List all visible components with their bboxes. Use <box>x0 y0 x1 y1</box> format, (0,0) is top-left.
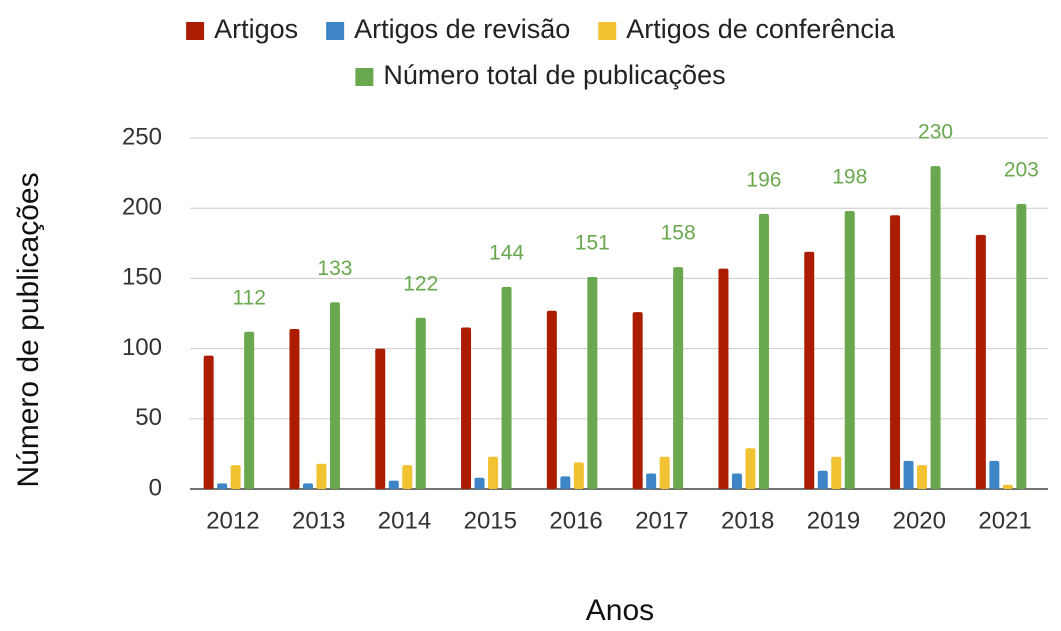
bar <box>587 276 598 489</box>
bar <box>890 215 901 489</box>
bar <box>560 476 571 489</box>
data-label: 112 <box>232 286 265 309</box>
legend-label: Artigos <box>214 14 298 44</box>
bar <box>329 302 340 489</box>
bar <box>745 448 756 489</box>
bar <box>375 348 386 489</box>
y-tick-label: 0 <box>149 474 162 501</box>
bar <box>758 213 769 490</box>
x-tick-label: 2018 <box>721 507 774 534</box>
bar <box>844 211 855 489</box>
bar <box>388 480 399 489</box>
bar <box>632 312 643 489</box>
bar <box>402 465 413 489</box>
bar <box>646 473 657 489</box>
data-label: 203 <box>1004 159 1039 182</box>
y-tick-label: 250 <box>122 123 162 150</box>
bar <box>474 477 485 489</box>
legend-label: Artigos de conferência <box>626 14 896 44</box>
data-label: 230 <box>918 121 953 144</box>
y-tick-label: 100 <box>122 334 162 361</box>
bar <box>573 462 584 489</box>
bar <box>718 268 729 489</box>
y-tick-label: 150 <box>122 264 162 291</box>
bar <box>930 166 941 489</box>
data-label: 144 <box>489 241 524 264</box>
x-tick-label: 2019 <box>807 507 860 534</box>
x-tick-label: 2012 <box>206 507 259 534</box>
x-tick-label: 2020 <box>893 507 946 534</box>
x-tick-label: 2015 <box>464 507 517 534</box>
bar <box>461 327 472 489</box>
bar <box>203 355 214 489</box>
y-tick-label: 50 <box>135 404 162 431</box>
y-axis-title: Número de publicações <box>12 172 45 487</box>
x-tick-label: 2014 <box>378 507 431 534</box>
data-label: 158 <box>661 222 696 245</box>
bar <box>1002 484 1013 489</box>
data-label: 196 <box>746 168 781 191</box>
bar <box>831 456 842 489</box>
legend-swatch <box>598 22 617 40</box>
bar <box>316 463 327 489</box>
bar <box>903 460 914 489</box>
y-tick-label: 200 <box>122 194 162 221</box>
bar <box>804 251 815 489</box>
legend-swatch <box>355 68 374 86</box>
data-label: 198 <box>832 166 867 189</box>
bar <box>731 473 742 489</box>
x-tick-label: 2017 <box>635 507 688 534</box>
bar <box>302 483 313 489</box>
legend-swatch <box>186 22 205 40</box>
data-label: 133 <box>317 257 352 280</box>
x-tick-label: 2021 <box>978 507 1031 534</box>
bar <box>289 328 300 489</box>
bar <box>230 465 241 489</box>
bar <box>501 286 512 489</box>
bar <box>488 456 499 489</box>
bar <box>975 234 986 489</box>
legend-label: Número total de publicações <box>383 60 725 90</box>
legend-swatch <box>326 22 345 40</box>
x-tick-label: 2016 <box>549 507 602 534</box>
bar <box>415 317 426 489</box>
bar <box>673 267 684 489</box>
bar <box>659 456 670 489</box>
bar <box>917 465 928 489</box>
x-tick-label: 2013 <box>292 507 345 534</box>
bar <box>546 310 557 489</box>
x-axis-title: Anos <box>586 594 654 627</box>
legend-label: Artigos de revisão <box>354 14 570 44</box>
bar <box>989 460 1000 489</box>
data-label: 122 <box>403 272 438 295</box>
bar <box>1016 203 1027 489</box>
bar <box>817 470 828 489</box>
bar <box>217 483 228 489</box>
bar <box>244 331 255 489</box>
data-label: 151 <box>575 232 610 255</box>
